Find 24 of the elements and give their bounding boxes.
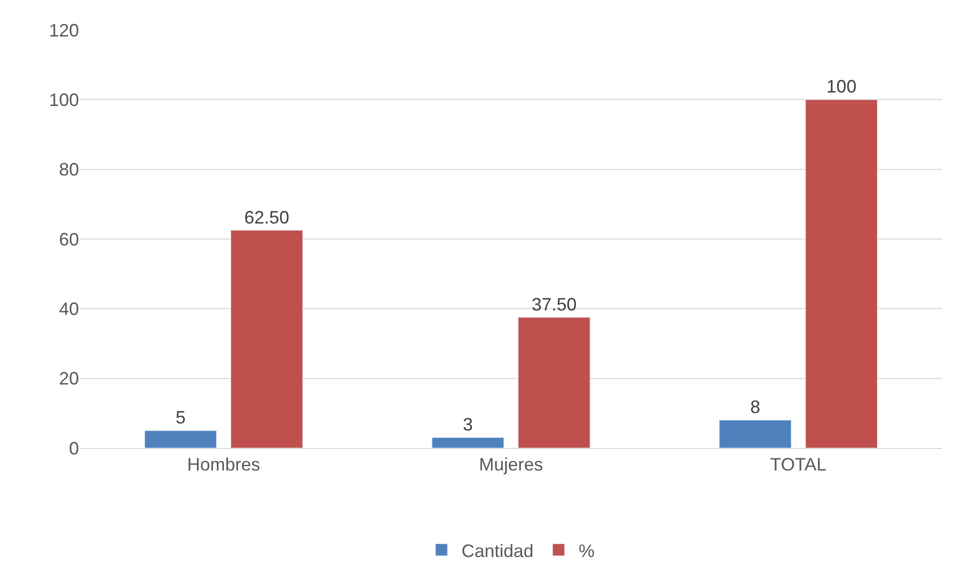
legend-label: Cantidad bbox=[462, 540, 534, 561]
y-tick-label: 40 bbox=[58, 298, 79, 319]
data-label: 37.50 bbox=[532, 294, 577, 314]
y-tick-label: 100 bbox=[48, 90, 79, 110]
y-tick-label: 120 bbox=[48, 20, 79, 40]
bar bbox=[518, 317, 590, 448]
x-tick-label: Mujeres bbox=[478, 454, 544, 475]
x-tick-label: TOTAL bbox=[770, 454, 827, 475]
y-tick-label: 20 bbox=[58, 368, 79, 389]
y-tick-label: 80 bbox=[58, 160, 79, 180]
data-label: 100 bbox=[826, 76, 856, 97]
y-tick-label: 0 bbox=[68, 438, 79, 458]
bar bbox=[144, 430, 217, 448]
bar bbox=[230, 230, 303, 448]
data-label: 8 bbox=[750, 397, 760, 418]
bar bbox=[805, 99, 878, 448]
x-tick-label: Hombres bbox=[187, 454, 260, 475]
y-tick-label: 60 bbox=[58, 229, 79, 250]
bar bbox=[432, 437, 504, 448]
bar bbox=[719, 420, 792, 448]
data-label: 3 bbox=[462, 414, 473, 435]
data-label: 62.50 bbox=[244, 207, 290, 228]
legend-label: % bbox=[578, 540, 595, 561]
data-label: 5 bbox=[176, 408, 186, 428]
